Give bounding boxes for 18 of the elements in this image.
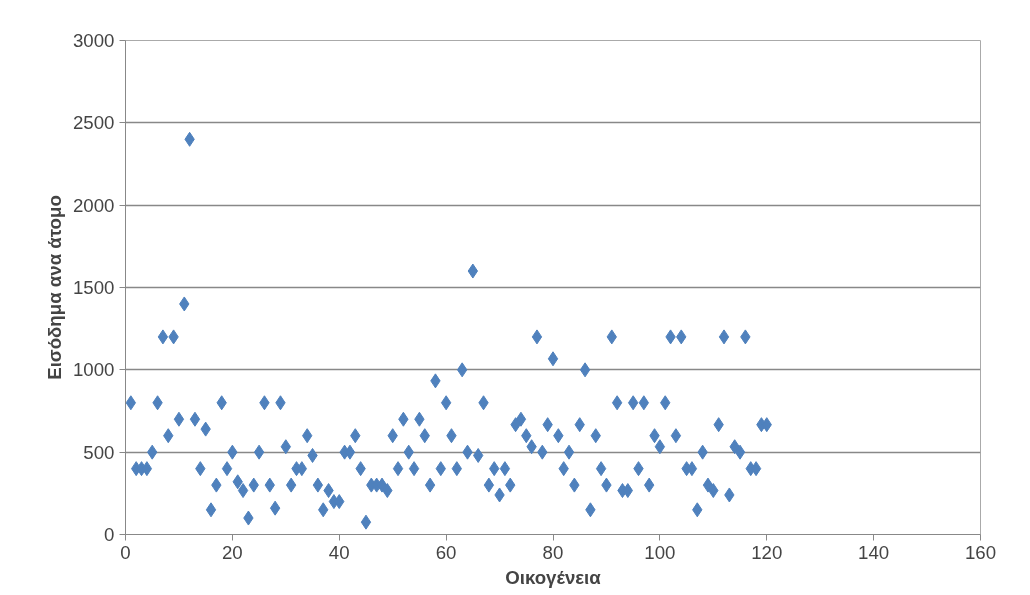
y-tick-label: 0	[104, 524, 115, 545]
y-tick-label: 1000	[73, 359, 115, 381]
x-tick-label: 140	[858, 541, 890, 563]
y-tick-label: 1500	[73, 277, 115, 298]
y-tick-label: 2000	[73, 194, 115, 216]
y-tick-label: 500	[83, 441, 115, 463]
x-tick-label: 0	[120, 541, 131, 563]
x-tick-label: 60	[435, 541, 457, 563]
x-tick-label: 120	[751, 541, 783, 563]
x-tick-label: 20	[222, 541, 243, 563]
y-tick-label: 2500	[73, 112, 115, 134]
y-tick-label: 3000	[73, 30, 115, 51]
x-tick-label: 40	[328, 541, 350, 563]
x-tick-label: 80	[542, 541, 564, 563]
y-axis-title: Εισόδημα ανα άτομο	[44, 195, 65, 380]
x-axis-title: Οικογένεια	[505, 566, 602, 588]
x-tick-label: 160	[964, 541, 997, 563]
x-tick-label: 100	[644, 541, 676, 563]
